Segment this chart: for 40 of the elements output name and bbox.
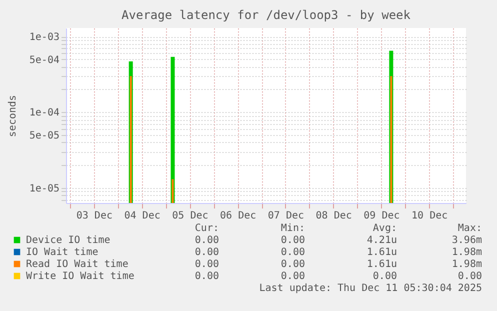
y-tick-label: 5e-04 <box>29 54 60 66</box>
y-tick-label: 1e-05 <box>29 183 60 194</box>
x-tick-label: 08 Dec <box>316 210 352 222</box>
x-tick-label: 05 Dec <box>172 210 208 222</box>
legend-label: IO Wait time <box>26 247 98 258</box>
chart-title: Average latency for /dev/loop3 - by week <box>122 8 412 22</box>
text: 0.00 <box>194 271 219 282</box>
text: 0.00 <box>280 259 305 270</box>
legend-label: Device IO time <box>26 235 110 246</box>
x-tick-label: 04 Dec <box>124 210 160 222</box>
x-tick-label: 07 Dec <box>268 210 304 222</box>
text: 4.21u <box>366 235 397 246</box>
text: 0.00 <box>194 259 219 270</box>
text: 0.00 <box>280 235 305 246</box>
text: 3.96m <box>452 235 482 246</box>
text: Cur: <box>194 223 219 234</box>
y-tick-label: 1e-04 <box>29 108 60 119</box>
text: 0.00 <box>194 235 219 246</box>
text: Last update: Thu Dec 11 05:30:04 2025 <box>259 283 482 294</box>
y-tick-label: 5e-05 <box>29 130 60 142</box>
y-tick-label: 1e-03 <box>29 32 60 44</box>
text: 0.00 <box>280 271 305 282</box>
text: 0.00 <box>372 271 397 282</box>
x-tick-label: 10 Dec <box>412 210 448 222</box>
x-tick-label: 09 Dec <box>364 210 400 222</box>
x-tick-label: 06 Dec <box>220 210 256 222</box>
legend-label: Write IO Wait time <box>26 271 134 282</box>
text: 0.00 <box>458 271 482 282</box>
text: 1.61u <box>366 247 397 258</box>
text: Min: <box>280 223 305 234</box>
text: Max: <box>458 223 482 234</box>
text: 1.98m <box>452 247 482 258</box>
text: 0.00 <box>194 247 219 258</box>
y-axis-title: seconds <box>7 94 18 138</box>
text: Avg: <box>372 223 397 234</box>
x-tick-label: 03 Dec <box>76 210 112 222</box>
legend-label: Read IO Wait time <box>26 259 128 270</box>
text: 1.61u <box>366 259 397 270</box>
text: 1.98m <box>452 259 482 270</box>
text: 0.00 <box>280 247 305 258</box>
